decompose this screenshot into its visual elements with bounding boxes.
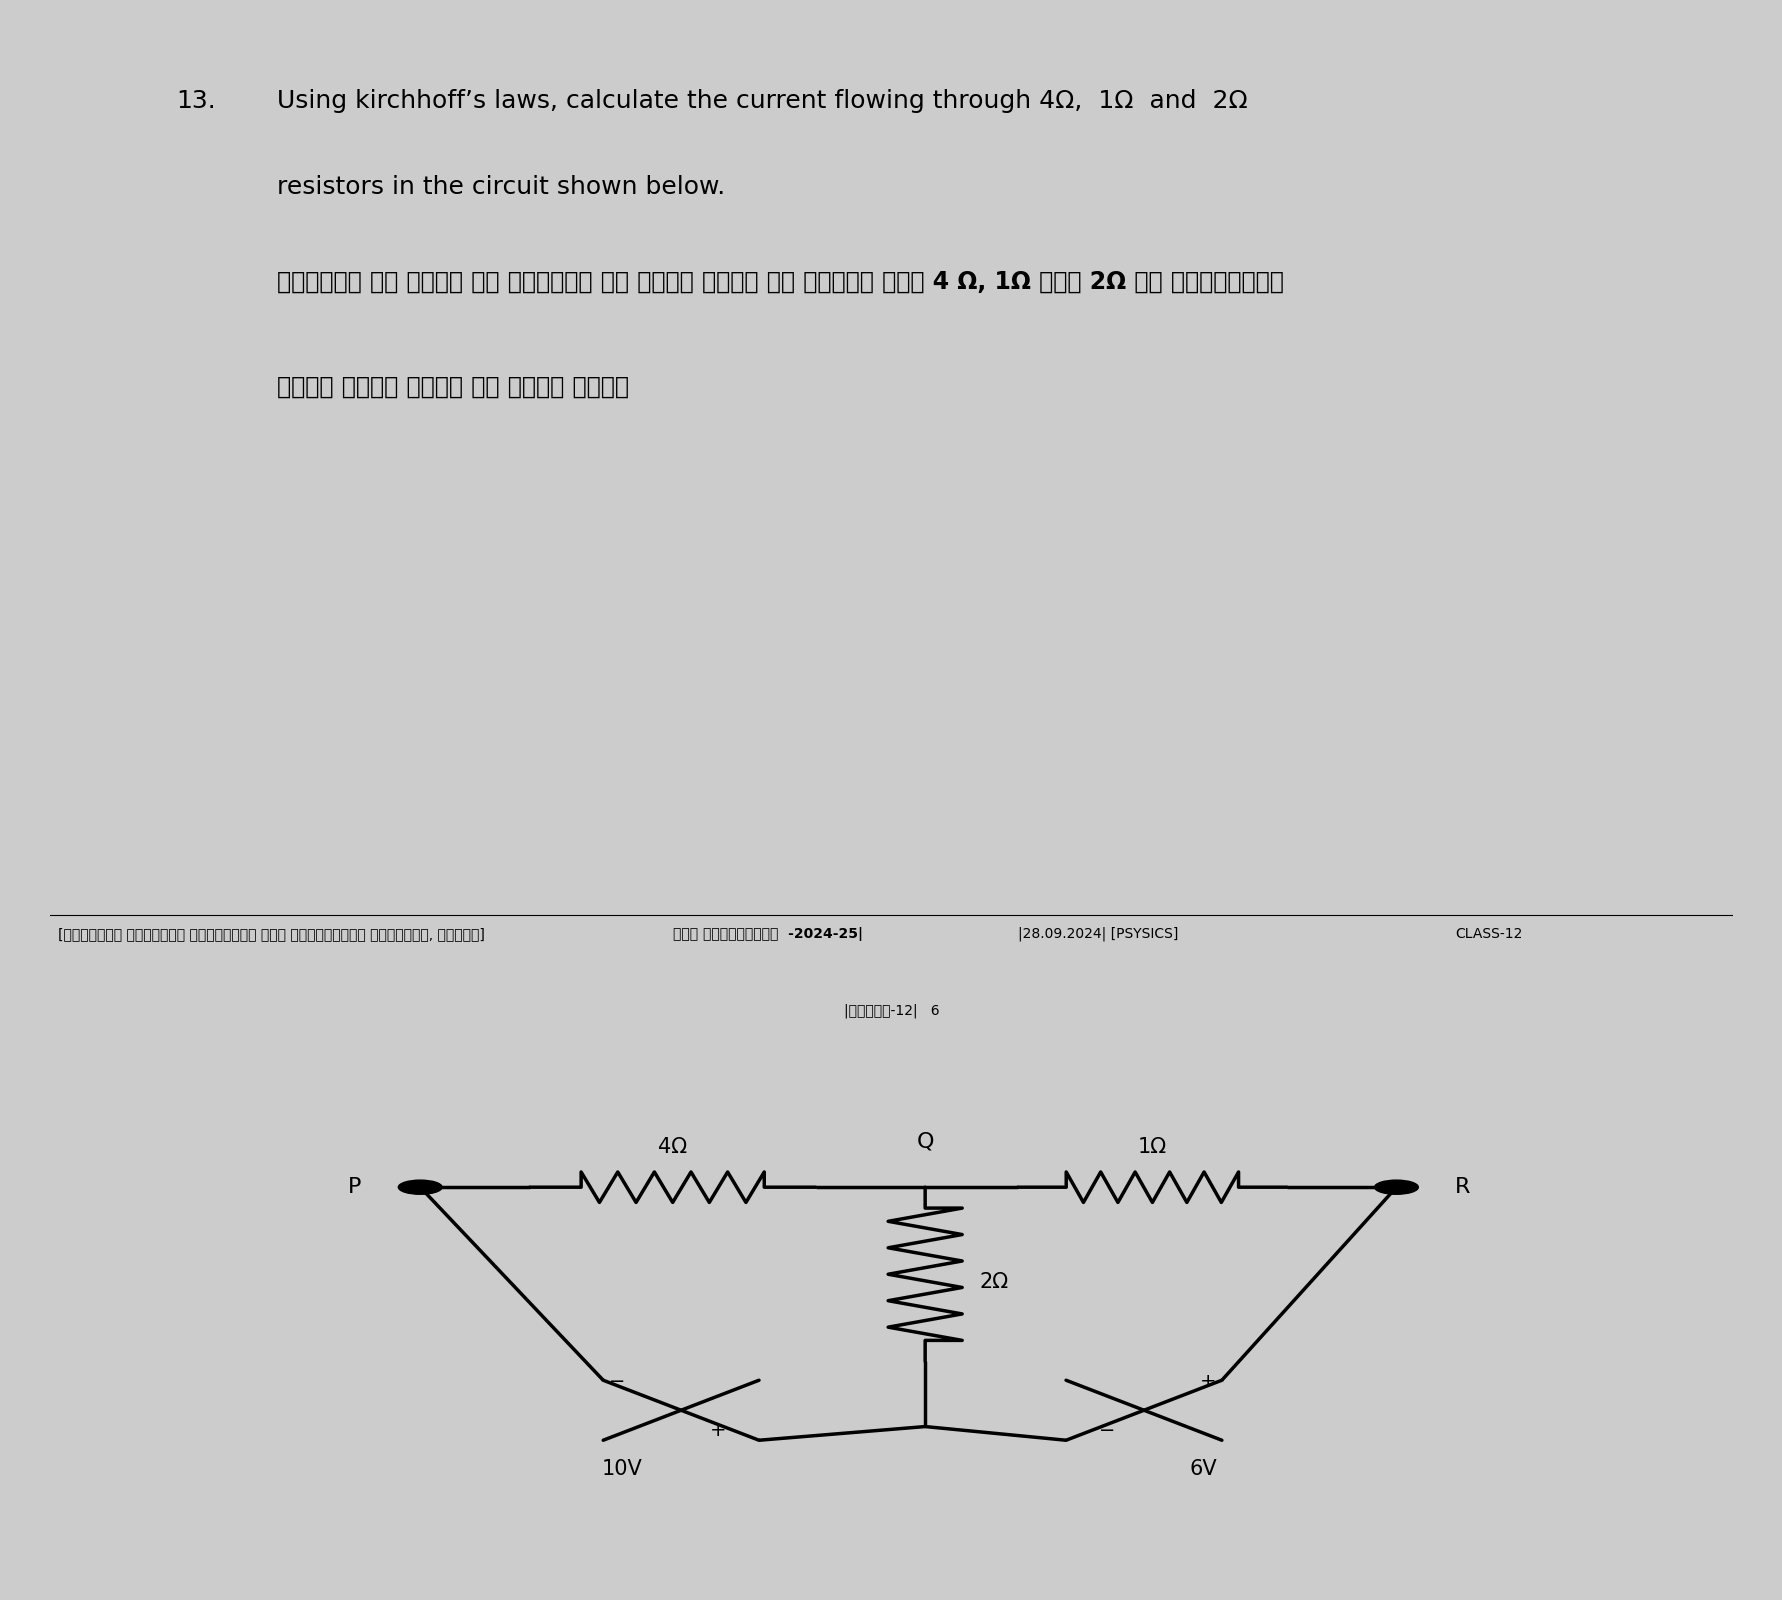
Text: CLASS-12: CLASS-12 [1454, 926, 1522, 941]
Text: 6V: 6V [1189, 1459, 1215, 1478]
Text: 1Ω: 1Ω [1137, 1138, 1165, 1157]
Text: Q: Q [916, 1131, 934, 1152]
Text: किरचॉफ के नियम का प्रयोग कर नीचे दिये गए परिपथ में 4 Ω, 1Ω तथा 2Ω से प्रवाहित: किरचॉफ के नियम का प्रयोग कर नीचे दिये गए… [276, 270, 1283, 294]
Text: 2Ω: 2Ω [978, 1272, 1007, 1293]
Text: [झारखण्ड शैक्षिक अनुसंधान एवं प्रशिक्षण पारिषद्, राँची]: [झारखण्ड शैक्षिक अनुसंधान एवं प्रशिक्षण … [59, 926, 485, 941]
Circle shape [1374, 1181, 1417, 1194]
Text: R: R [1454, 1178, 1470, 1197]
Text: resistors in the circuit shown below.: resistors in the circuit shown below. [276, 174, 725, 198]
Text: रेल प्रोजेक्ट  -2024-25|: रेल प्रोजेक्ट -2024-25| [672, 926, 862, 941]
Text: 4Ω: 4Ω [658, 1138, 686, 1157]
Text: होने वाली धारा की गणना करे।: होने वाली धारा की गणना करे। [276, 374, 629, 398]
Text: +: + [1199, 1373, 1215, 1392]
Text: 13.: 13. [176, 90, 216, 114]
Text: −: − [1098, 1421, 1114, 1440]
Text: −: − [609, 1373, 625, 1392]
Text: 10V: 10V [602, 1459, 642, 1478]
Text: +: + [709, 1421, 725, 1440]
Text: Using kirchhoff’s laws, calculate the current flowing through 4Ω,  1Ω  and  2Ω: Using kirchhoff’s laws, calculate the cu… [276, 90, 1247, 114]
Circle shape [397, 1181, 442, 1194]
Text: |कक्षा-12|   6: |कक्षा-12| 6 [843, 1003, 939, 1018]
Text: P: P [347, 1178, 362, 1197]
Text: |28.09.2024| [PSYSICS]: |28.09.2024| [PSYSICS] [1018, 926, 1178, 941]
